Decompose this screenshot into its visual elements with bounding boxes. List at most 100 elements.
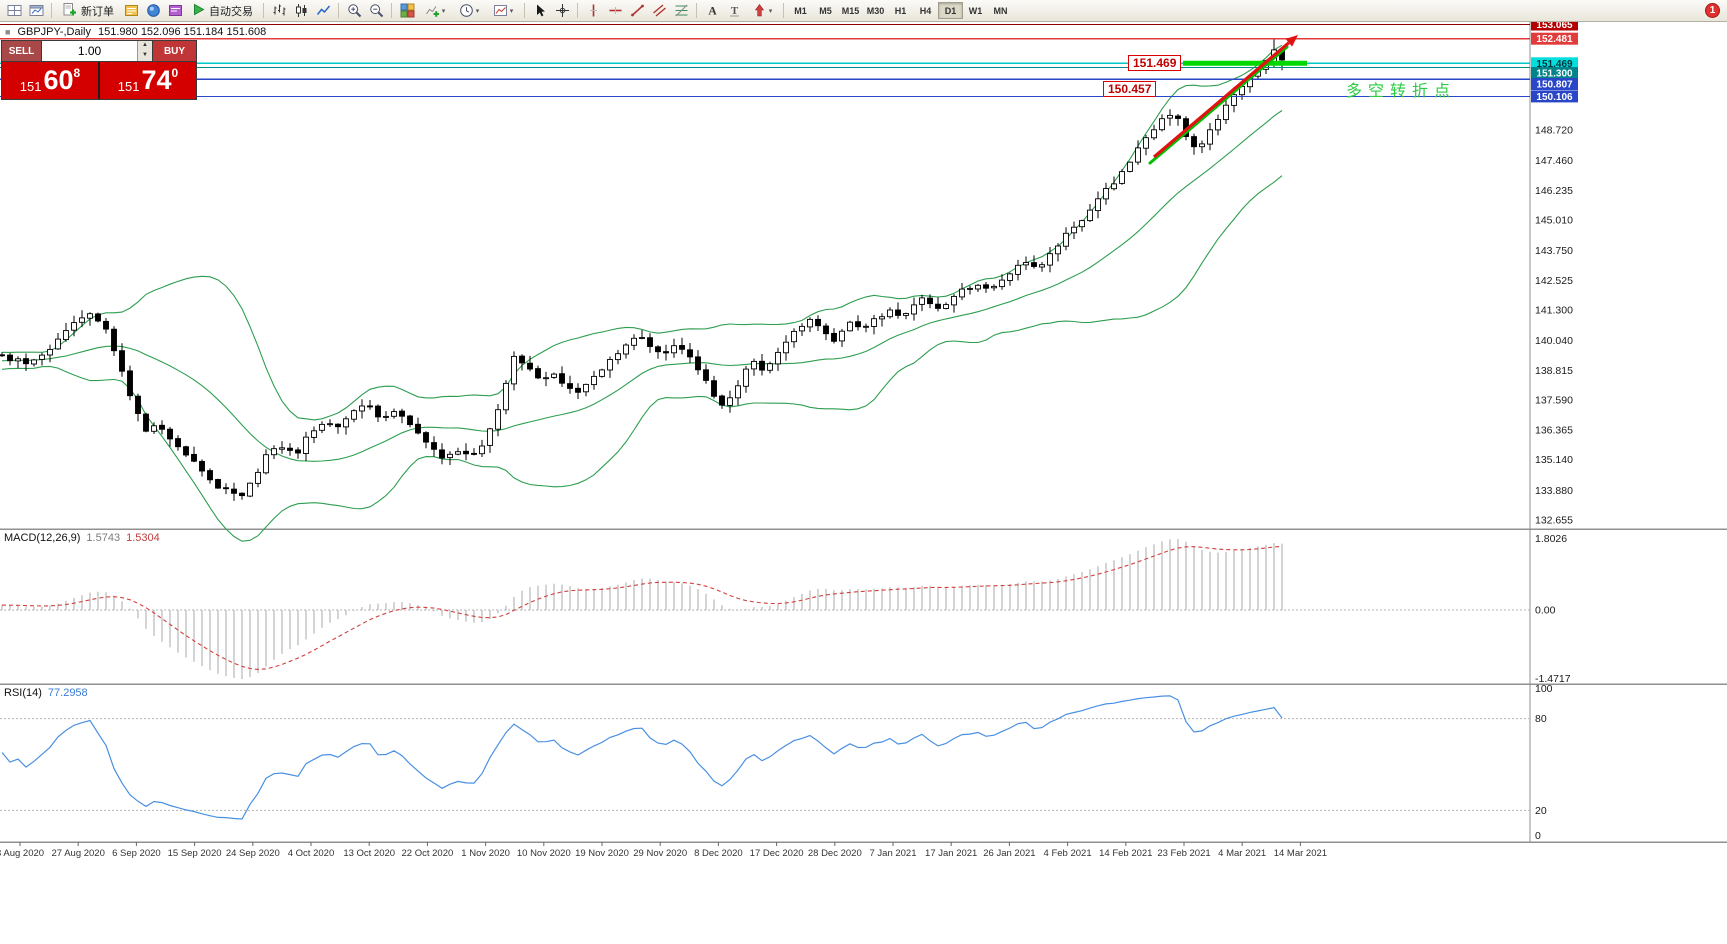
svg-text:138.815: 138.815 bbox=[1535, 365, 1573, 377]
svg-text:0: 0 bbox=[1535, 830, 1541, 842]
buy-button[interactable]: BUY bbox=[152, 41, 196, 61]
timeframe-w1-button[interactable]: W1 bbox=[968, 5, 983, 16]
tile-windows-icon[interactable] bbox=[396, 2, 418, 20]
navigator-icon[interactable] bbox=[142, 2, 164, 20]
market-watch-icon[interactable] bbox=[120, 2, 142, 20]
timeframe-mn-button[interactable]: MN bbox=[993, 5, 1008, 16]
trade-panel-quotes: 151 60 8 151 74 0 bbox=[2, 62, 196, 99]
periods-dropdown[interactable]: ▾ bbox=[452, 2, 486, 20]
sell-price-main: 60 bbox=[43, 65, 74, 95]
svg-text:7 Jan 2021: 7 Jan 2021 bbox=[869, 848, 916, 859]
svg-text:100: 100 bbox=[1535, 683, 1553, 695]
svg-text:132.655: 132.655 bbox=[1535, 515, 1573, 527]
svg-text:4 Feb 2021: 4 Feb 2021 bbox=[1044, 848, 1092, 859]
turning-point-label[interactable]: 多空转折点 bbox=[1346, 83, 1457, 100]
chart-window-icon[interactable] bbox=[25, 2, 47, 20]
bollinger-middle-band bbox=[1, 110, 1283, 462]
buy-price-main: 74 bbox=[141, 65, 172, 95]
bar-chart-icon[interactable] bbox=[268, 2, 290, 20]
new-order-button[interactable]: 新订单 bbox=[56, 2, 120, 20]
svg-text:23 Feb 2021: 23 Feb 2021 bbox=[1157, 848, 1210, 859]
crosshair-icon[interactable] bbox=[551, 2, 573, 20]
svg-text:135.140: 135.140 bbox=[1535, 454, 1573, 466]
volume-up-button[interactable]: ▲ bbox=[138, 41, 152, 51]
svg-text:153.065: 153.065 bbox=[1536, 20, 1573, 31]
text-label-icon[interactable]: T bbox=[723, 2, 745, 20]
volume-spinner: ▲ ▼ bbox=[137, 41, 152, 61]
svg-text:15 Sep 2020: 15 Sep 2020 bbox=[168, 848, 222, 859]
symbol-ohlc: 151.980 152.096 151.184 151.608 bbox=[98, 26, 267, 38]
cursor-icon[interactable] bbox=[529, 2, 551, 20]
svg-text:0.00: 0.00 bbox=[1535, 605, 1556, 617]
timeframe-h4-button[interactable]: H4 bbox=[919, 5, 932, 16]
svg-text:22 Oct 2020: 22 Oct 2020 bbox=[402, 848, 454, 859]
arrows-dropdown[interactable]: ▾ bbox=[745, 2, 779, 20]
svg-text:13 Oct 2020: 13 Oct 2020 bbox=[343, 848, 395, 859]
sell-price-int: 151 bbox=[19, 79, 42, 94]
zoom-in-icon[interactable] bbox=[343, 2, 365, 20]
buy-price-box[interactable]: 151 74 0 bbox=[100, 62, 196, 99]
vertical-line-icon[interactable] bbox=[582, 2, 604, 20]
rsi-line bbox=[1, 695, 1283, 820]
timeframe-m30-button[interactable]: M30 bbox=[866, 5, 885, 16]
time-axis[interactable]: 3 Aug 2020 27 Aug 2020 6 Sep 2020 15 Sep 20… bbox=[0, 842, 1327, 859]
trendline-icon[interactable] bbox=[626, 2, 648, 20]
trend-line[interactable] bbox=[1148, 45, 1289, 165]
timeframe-m5-button[interactable]: M5 bbox=[819, 5, 832, 16]
timeframe-h1-button[interactable]: H1 bbox=[894, 5, 907, 16]
svg-text:T: T bbox=[730, 5, 738, 17]
svg-text:27 Aug 2020: 27 Aug 2020 bbox=[52, 848, 105, 859]
timeframe-m1-button[interactable]: M1 bbox=[794, 5, 807, 16]
svg-text:152.481: 152.481 bbox=[1536, 34, 1573, 45]
line-chart-icon[interactable] bbox=[312, 2, 334, 20]
auto-trading-button[interactable]: 自动交易 bbox=[186, 2, 259, 20]
volume-value[interactable]: 1.00 bbox=[77, 44, 102, 58]
price-annotation-upper[interactable]: 151.469 bbox=[1128, 55, 1182, 71]
svg-text:133.880: 133.880 bbox=[1535, 485, 1573, 497]
buy-price-pip: 0 bbox=[171, 66, 179, 80]
svg-text:1 Nov 2020: 1 Nov 2020 bbox=[461, 848, 510, 859]
horizontal-line-icon[interactable] bbox=[604, 2, 626, 20]
svg-text:17 Jan 2021: 17 Jan 2021 bbox=[925, 848, 977, 859]
svg-text:151.300: 151.300 bbox=[1536, 69, 1573, 80]
chart-symbol-header: ■ GBPJPY-,Daily 151.980 152.096 151.184 … bbox=[5, 26, 266, 38]
indicators-dropdown[interactable]: ▾ bbox=[418, 2, 452, 20]
clock-icon bbox=[459, 3, 474, 18]
candlestick-series bbox=[0, 39, 1285, 501]
svg-text:150.807: 150.807 bbox=[1536, 80, 1573, 91]
price-annotation-lower[interactable]: 150.457 bbox=[1103, 81, 1157, 97]
rsi-value: 77.2958 bbox=[47, 687, 88, 699]
trade-panel-controls: SELL 1.00 ▲ ▼ BUY bbox=[2, 41, 196, 62]
candlestick-chart-icon[interactable] bbox=[290, 2, 312, 20]
fibonacci-icon[interactable] bbox=[670, 2, 692, 20]
svg-text:142.525: 142.525 bbox=[1535, 275, 1573, 287]
svg-text:151.469: 151.469 bbox=[1536, 59, 1573, 70]
svg-text:146.235: 146.235 bbox=[1535, 185, 1573, 197]
macd-signal-line bbox=[1, 545, 1283, 670]
volume-down-button[interactable]: ▼ bbox=[138, 51, 152, 61]
sell-button[interactable]: SELL bbox=[2, 41, 42, 61]
new-order-icon bbox=[62, 2, 77, 20]
svg-text:17 Dec 2020: 17 Dec 2020 bbox=[750, 848, 804, 859]
templates-dropdown[interactable]: ▾ bbox=[486, 2, 520, 20]
trend-arrow[interactable] bbox=[1152, 35, 1298, 159]
toolbar-separator bbox=[783, 3, 784, 18]
notification-badge[interactable]: 1 bbox=[1705, 3, 1720, 18]
svg-text:140.040: 140.040 bbox=[1535, 335, 1573, 347]
rsi-header: RSI(14) 77.2958 bbox=[4, 687, 88, 699]
equidistant-channel-icon[interactable] bbox=[648, 2, 670, 20]
timeframe-d1-button[interactable]: D1 bbox=[938, 2, 963, 19]
toolbar-separator bbox=[391, 3, 392, 18]
template-icon bbox=[493, 3, 508, 18]
terminal-icon[interactable] bbox=[164, 2, 186, 20]
chart-background bbox=[0, 22, 1727, 944]
zoom-out-icon[interactable] bbox=[365, 2, 387, 20]
horizontal-level-lines[interactable] bbox=[0, 23, 1530, 98]
charts-grid-icon[interactable] bbox=[3, 2, 25, 20]
sell-price-box[interactable]: 151 60 8 bbox=[2, 62, 100, 99]
timeframe-m15-button[interactable]: M15 bbox=[841, 5, 860, 16]
volume-stepper[interactable]: 1.00 ▲ ▼ bbox=[42, 41, 152, 61]
text-icon[interactable]: A bbox=[701, 2, 723, 20]
price-tag-150.807: 150.807 bbox=[1531, 78, 1578, 91]
